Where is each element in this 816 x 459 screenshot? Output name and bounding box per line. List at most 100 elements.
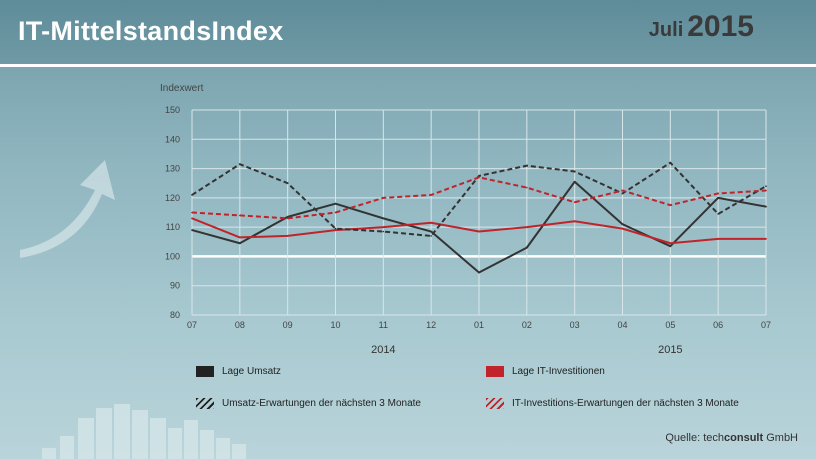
data-point [382, 230, 385, 233]
data-point [621, 227, 624, 230]
data-point [382, 197, 385, 199]
x-tick-label: 12 [426, 320, 436, 330]
legend-label: Umsatz-Erwartungen der nächsten 3 Monate [222, 398, 421, 409]
data-point [430, 235, 432, 237]
data-point [191, 217, 193, 220]
data-point [573, 201, 576, 204]
data-point [765, 185, 767, 187]
legend-item-umsatz-erwartungen: Umsatz-Erwartungen der nächsten 3 Monate [196, 398, 421, 409]
data-point [239, 214, 241, 217]
data-point [286, 217, 289, 220]
y-tick-label: 90 [170, 281, 180, 291]
legend-swatch-solid-red [486, 366, 504, 377]
data-point [669, 161, 672, 164]
data-point [430, 230, 432, 233]
x-tick-label: 02 [522, 320, 532, 330]
data-point [334, 229, 337, 231]
period-year: 2015 [687, 10, 754, 43]
data-point [765, 238, 767, 240]
source-brand-tech: tech [703, 432, 725, 444]
header-divider [0, 64, 816, 67]
legend-label: Lage Umsatz [222, 366, 281, 377]
data-point [478, 271, 480, 274]
data-point [191, 194, 193, 196]
data-point [430, 221, 432, 224]
x-tick-label: 04 [617, 320, 627, 330]
legend-item-lage-it-investitionen: Lage IT-Investitionen [486, 366, 605, 377]
data-point [191, 211, 193, 214]
x-tick-label: 06 [713, 320, 723, 330]
x-tick-label: 09 [283, 320, 293, 330]
x-tick-label: 10 [330, 320, 340, 330]
data-point [239, 242, 241, 245]
data-point [334, 211, 337, 214]
legend-item-lage-umsatz: Lage Umsatz [196, 366, 281, 377]
data-point [478, 176, 480, 179]
data-point [717, 213, 719, 215]
data-point [621, 189, 624, 192]
data-point [573, 180, 576, 183]
data-point [669, 204, 672, 206]
data-point [526, 226, 528, 228]
data-point [191, 229, 193, 231]
data-point [573, 220, 576, 223]
x-tick-label: 01 [474, 320, 484, 330]
data-point [669, 242, 672, 245]
data-point [526, 246, 528, 249]
y-tick-label: 140 [165, 134, 180, 144]
data-point [334, 202, 337, 205]
source-brand-consult: consult [724, 432, 764, 444]
year-label: 2015 [658, 344, 682, 356]
y-tick-label: 150 [165, 105, 180, 115]
data-point [382, 226, 385, 228]
data-point [717, 238, 719, 240]
data-point [286, 182, 289, 185]
legend-label: IT-Investitions-Erwartungen der nächsten… [512, 398, 739, 409]
header-band [0, 0, 816, 64]
legend-item-it-investitions-erwartungen: IT-Investitions-Erwartungen der nächsten… [486, 398, 739, 409]
data-point [765, 189, 767, 192]
y-tick-label: 110 [166, 222, 180, 232]
data-point [717, 197, 719, 199]
y-tick-label: 80 [170, 310, 180, 320]
data-point [621, 223, 624, 226]
source-prefix: Quelle: [665, 432, 701, 444]
page-title: IT-MittelstandsIndex [18, 16, 284, 46]
data-point [286, 235, 289, 237]
source-brand: techconsult [703, 432, 763, 444]
decorative-bars [42, 404, 246, 459]
data-point [526, 186, 528, 189]
x-tick-label: 08 [235, 320, 245, 330]
period-month: Juli [648, 19, 684, 41]
data-point [717, 192, 719, 195]
x-tick-label: 07 [761, 320, 771, 330]
data-point [478, 175, 480, 177]
y-axis-label: Indexwert [160, 83, 204, 94]
x-tick-label: 07 [187, 320, 197, 330]
year-label: 2014 [371, 344, 395, 356]
data-point [382, 217, 385, 220]
data-point [334, 227, 337, 230]
source-suffix: GmbH [766, 432, 798, 444]
data-point [621, 192, 624, 195]
x-tick-label: 03 [570, 320, 580, 330]
legend-swatch-hatched-dark [196, 398, 214, 409]
y-tick-label: 130 [165, 164, 180, 174]
legend-swatch-solid-dark [196, 366, 214, 377]
data-point [286, 216, 289, 218]
data-point [526, 164, 528, 167]
data-point [765, 205, 767, 208]
legend-swatch-hatched-red [486, 398, 504, 409]
y-tick-label: 120 [165, 193, 180, 203]
data-point [573, 170, 576, 173]
data-point [430, 194, 432, 196]
y-tick-label: 100 [165, 251, 180, 261]
data-point [239, 163, 241, 165]
x-tick-label: 05 [665, 320, 675, 330]
data-point [478, 230, 480, 233]
data-point [669, 245, 672, 247]
data-point [239, 236, 241, 239]
decorative-arrow-icon [20, 160, 115, 258]
